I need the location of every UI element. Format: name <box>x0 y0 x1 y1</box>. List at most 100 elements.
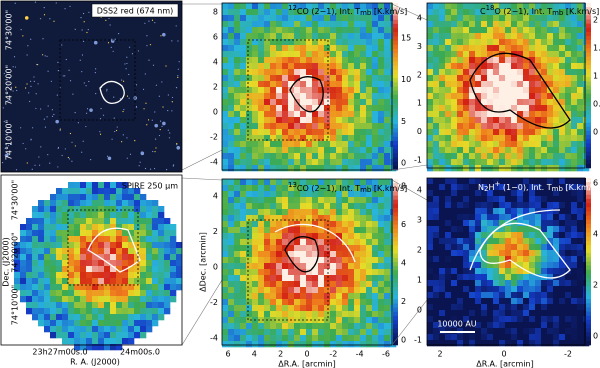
map-pixel <box>342 323 348 329</box>
map-pixel <box>505 15 511 21</box>
map-pixel <box>146 278 152 284</box>
map-pixel <box>433 159 439 165</box>
map-pixel <box>348 39 354 45</box>
map-pixel <box>505 316 511 322</box>
map-pixel <box>228 191 234 197</box>
map-pixel <box>44 278 50 284</box>
map-pixel <box>559 292 565 298</box>
map-pixel <box>330 153 336 159</box>
map-pixel <box>541 21 547 27</box>
map-pixel <box>252 21 258 27</box>
map-pixel <box>276 153 282 159</box>
map-pixel <box>535 214 541 220</box>
map-pixel <box>26 236 32 242</box>
map-pixel <box>116 296 122 302</box>
map-pixel <box>128 314 134 320</box>
map-pixel <box>44 242 50 248</box>
map-pixel <box>300 141 306 147</box>
map-pixel <box>110 242 116 248</box>
map-pixel <box>529 159 535 165</box>
map-pixel <box>276 63 282 69</box>
map-pixel <box>246 27 252 33</box>
map-pixel <box>104 188 110 194</box>
map-pixel <box>366 305 372 311</box>
map-pixel <box>288 311 294 317</box>
map-pixel <box>541 45 547 51</box>
map-pixel <box>336 33 342 39</box>
map-pixel <box>300 129 306 135</box>
map-pixel <box>547 226 553 232</box>
map-pixel <box>306 299 312 305</box>
map-pixel <box>312 15 318 21</box>
map-pixel <box>535 220 541 226</box>
map-pixel <box>571 117 577 123</box>
map-pixel <box>523 51 529 57</box>
map-pixel <box>427 232 433 238</box>
map-pixel <box>523 262 529 268</box>
map-pixel <box>354 203 360 209</box>
map-pixel <box>517 105 523 111</box>
map-pixel <box>487 87 493 93</box>
map-pixel <box>288 159 294 165</box>
map-pixel <box>228 185 234 191</box>
map-pixel <box>475 232 481 238</box>
map-pixel <box>222 63 228 69</box>
map-pixel <box>360 63 366 69</box>
star <box>85 85 86 86</box>
map-pixel <box>264 93 270 99</box>
map-pixel <box>547 141 553 147</box>
map-pixel <box>342 105 348 111</box>
map-pixel <box>499 208 505 214</box>
map-pixel <box>493 244 499 250</box>
map-pixel <box>342 57 348 63</box>
colorbar-cell <box>393 200 398 204</box>
map-pixel <box>451 256 457 262</box>
map-pixel <box>481 208 487 214</box>
map-pixel <box>577 153 583 159</box>
map-pixel <box>158 224 164 230</box>
map-pixel <box>439 226 445 232</box>
map-pixel <box>258 21 264 27</box>
map-pixel <box>80 314 86 320</box>
map-pixel <box>469 51 475 57</box>
map-pixel <box>62 212 68 218</box>
map-pixel <box>354 323 360 329</box>
map-pixel <box>20 260 26 266</box>
map-pixel <box>451 238 457 244</box>
map-pixel <box>565 250 571 256</box>
map-pixel <box>330 317 336 323</box>
map-pixel <box>324 51 330 57</box>
map-pixel <box>234 3 240 9</box>
star <box>145 73 146 74</box>
star <box>160 129 161 130</box>
map-pixel <box>44 320 50 326</box>
map-pixel <box>451 93 457 99</box>
map-pixel <box>457 63 463 69</box>
map-pixel <box>378 147 384 153</box>
map-pixel <box>535 141 541 147</box>
map-pixel <box>372 135 378 141</box>
map-pixel <box>523 226 529 232</box>
map-pixel <box>433 250 439 256</box>
map-pixel <box>170 242 176 248</box>
map-pixel <box>68 320 74 326</box>
map-pixel <box>445 69 451 75</box>
map-pixel <box>134 200 140 206</box>
map-pixel <box>378 117 384 123</box>
colorbar-cell <box>586 143 591 147</box>
colorbar-tick-label: 1.5 <box>593 44 600 53</box>
map-pixel <box>493 69 499 75</box>
map-pixel <box>445 111 451 117</box>
map-pixel <box>535 238 541 244</box>
map-pixel <box>577 196 583 202</box>
colorbar-cell <box>586 257 591 261</box>
map-pixel <box>487 141 493 147</box>
map-pixel <box>511 129 517 135</box>
map-pixel <box>228 305 234 311</box>
map-pixel <box>282 21 288 27</box>
map-pixel <box>427 262 433 268</box>
map-pixel <box>158 284 164 290</box>
map-pixel <box>547 334 553 340</box>
map-pixel <box>32 284 38 290</box>
map-pixel <box>288 111 294 117</box>
